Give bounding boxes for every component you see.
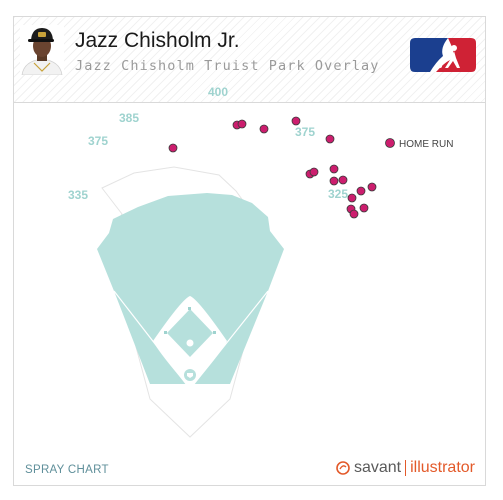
chart-subtitle: Jazz Chisholm Truist Park Overlay <box>75 58 380 74</box>
home-run-point <box>329 164 339 174</box>
left-foul-line <box>113 290 191 390</box>
home-run-point <box>349 209 359 219</box>
mlb-logo <box>410 38 476 72</box>
brand-illustrator-text: illustrator <box>410 459 475 476</box>
home-run-point <box>309 167 319 177</box>
distance-label: 375 <box>88 134 108 148</box>
pitchers-mound <box>185 338 195 348</box>
savant-illustrator-logo: savant illustrator <box>336 458 475 478</box>
home-run-point <box>168 143 178 153</box>
spray-chart-card: Jazz Chisholm Jr. Jazz Chisholm Truist P… <box>13 16 486 486</box>
plot-area: 335 375 385 400 375 325 HOME RUN <box>68 85 453 438</box>
spray-chart: 335 375 385 400 375 325 HOME RUN <box>68 85 453 438</box>
third-base <box>164 331 167 334</box>
player-headshot <box>20 25 64 75</box>
distance-labels: 335 375 385 400 375 325 <box>68 85 348 202</box>
distance-label: 325 <box>328 187 348 201</box>
footer-label: SPRAY CHART <box>25 464 109 476</box>
infield-grass <box>167 309 213 357</box>
home-run-point <box>325 134 335 144</box>
home-run-point <box>259 124 269 134</box>
distance-label: 375 <box>295 125 315 139</box>
brand-savant-text: savant <box>353 459 402 476</box>
distance-label: 385 <box>119 111 139 125</box>
distance-label: 335 <box>68 188 88 202</box>
player-name: Jazz Chisholm Jr. <box>75 29 240 52</box>
right-foul-line <box>189 290 269 390</box>
home-run-point <box>237 119 247 129</box>
home-plate <box>187 373 193 378</box>
second-base <box>188 307 191 310</box>
home-run-point <box>338 175 348 185</box>
brand-separator <box>405 460 407 476</box>
hit-points <box>168 116 377 219</box>
home-run-point <box>356 186 366 196</box>
legend-marker <box>385 138 395 148</box>
savant-icon <box>336 461 350 475</box>
outfield-grass <box>97 193 284 384</box>
legend-label: HOME RUN <box>399 139 453 150</box>
home-run-point <box>291 116 301 126</box>
home-run-point <box>367 182 377 192</box>
home-run-point <box>329 176 339 186</box>
chart-header: Jazz Chisholm Jr. Jazz Chisholm Truist P… <box>14 17 485 103</box>
home-run-point <box>347 193 357 203</box>
home-run-point <box>359 203 369 213</box>
distance-label: 400 <box>208 85 228 99</box>
legend: HOME RUN <box>385 138 453 150</box>
first-base <box>213 331 216 334</box>
